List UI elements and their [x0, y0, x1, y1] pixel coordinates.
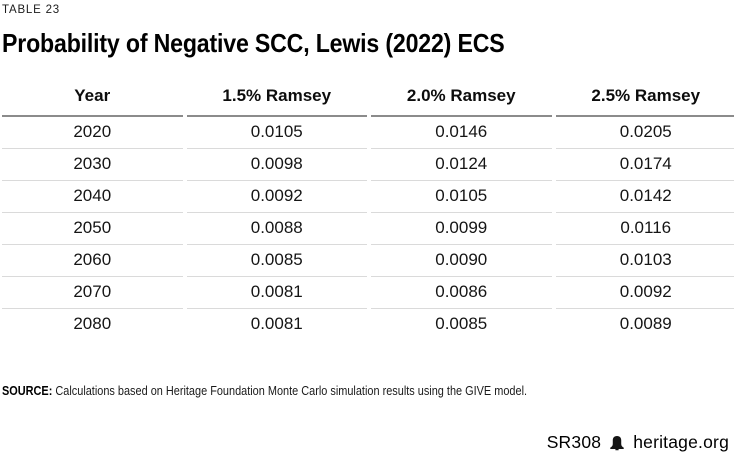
- value-cell: 0.0085: [435, 314, 488, 333]
- value-cell: 0.0081: [250, 314, 303, 333]
- table-row: 2070 0.0081 0.0086 0.0092: [2, 277, 734, 309]
- data-table: Year 1.5% Ramsey 2.0% Ramsey 2.5% Ramsey…: [0, 82, 734, 341]
- value-cell: 0.0116: [555, 213, 734, 245]
- year-cell: 2030: [2, 149, 183, 181]
- value-cell: 0.0092: [555, 277, 734, 309]
- table-number-label: TABLE 23: [2, 4, 60, 16]
- table-row: 2030 0.0098 0.0124 0.0174: [2, 149, 734, 181]
- column-header-ramsey-1-5: 1.5% Ramsey: [186, 82, 367, 117]
- value-cell: 0.0142: [555, 181, 734, 213]
- liberty-bell-icon: [608, 435, 626, 451]
- value-cell: 0.0086: [371, 277, 552, 309]
- value-cell: 0.0092: [186, 181, 367, 213]
- value-cell: 0.0098: [186, 149, 367, 181]
- table-row: 2060 0.0085 0.0090 0.0103: [2, 245, 734, 277]
- page-title: Probability of Negative SCC, Lewis (2022…: [2, 28, 505, 58]
- value-cell: 0.0105: [186, 117, 367, 149]
- value-cell: 0.0105: [371, 181, 552, 213]
- year-cell: 2060: [2, 245, 183, 277]
- value-cell: 0.0174: [555, 149, 734, 181]
- year-cell: 2020: [2, 117, 183, 149]
- column-header-ramsey-2-5: 2.5% Ramsey: [555, 82, 734, 117]
- value-cell: 0.0085: [186, 245, 367, 277]
- table-row: 2080 0.0081 0.0085 0.0089: [2, 309, 734, 341]
- value-cell: 0.0090: [371, 245, 552, 277]
- source-text: Calculations based on Heritage Foundatio…: [52, 383, 528, 398]
- value-cell: 0.0103: [555, 245, 734, 277]
- column-header-ramsey-2-0: 2.0% Ramsey: [371, 82, 552, 117]
- table-row: 2040 0.0092 0.0105 0.0142: [2, 181, 734, 213]
- value-cell: 0.0081: [186, 277, 367, 309]
- value-cell: 0.0088: [186, 213, 367, 245]
- source-label: SOURCE:: [2, 383, 53, 398]
- value-cell: 0.0089: [619, 314, 672, 333]
- table-row: 2020 0.0105 0.0146 0.0205: [2, 117, 734, 149]
- report-id: SR308: [546, 432, 602, 452]
- value-cell: 0.0099: [371, 213, 552, 245]
- value-cell: 0.0124: [371, 149, 552, 181]
- column-header-year: Year: [2, 82, 183, 117]
- value-cell: 0.0205: [555, 117, 734, 149]
- source-note: SOURCE: Calculations based on Heritage F…: [2, 383, 617, 399]
- data-table-wrap: Year 1.5% Ramsey 2.0% Ramsey 2.5% Ramsey…: [2, 82, 734, 341]
- value-cell: 0.0146: [371, 117, 552, 149]
- table-header-row: Year 1.5% Ramsey 2.0% Ramsey 2.5% Ramsey: [2, 82, 734, 117]
- page-footer: SR308 heritage.org: [547, 432, 729, 453]
- year-cell: 2040: [2, 181, 183, 213]
- site-name: heritage.org: [633, 432, 729, 452]
- table-row: 2050 0.0088 0.0099 0.0116: [2, 213, 734, 245]
- year-cell: 2050: [2, 213, 183, 245]
- year-cell: 2080: [73, 314, 112, 333]
- year-cell: 2070: [2, 277, 183, 309]
